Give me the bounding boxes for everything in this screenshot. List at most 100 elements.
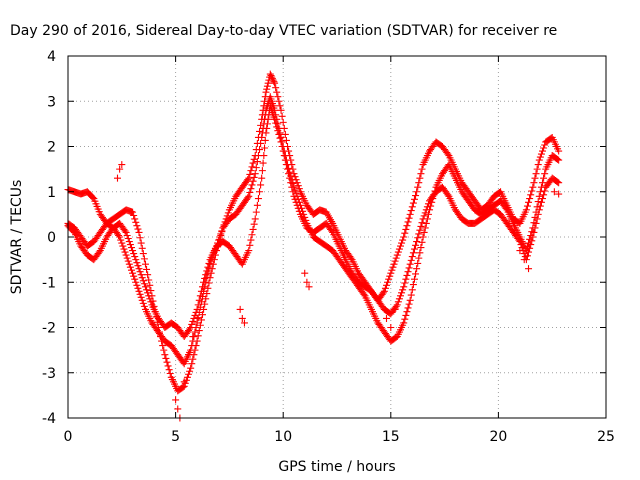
data-point bbox=[129, 247, 137, 255]
data-point bbox=[258, 167, 266, 175]
data-point bbox=[423, 203, 431, 211]
data-point bbox=[531, 224, 539, 232]
data-point bbox=[536, 202, 544, 210]
data-point bbox=[248, 181, 256, 189]
y-tick-label: -1 bbox=[42, 275, 56, 291]
data-point bbox=[139, 299, 147, 307]
x-tick-label: 25 bbox=[597, 429, 615, 445]
data-point bbox=[399, 236, 407, 244]
data-point bbox=[290, 192, 298, 200]
data-point bbox=[204, 263, 212, 271]
data-point bbox=[528, 187, 536, 195]
data-point bbox=[125, 238, 133, 246]
data-point bbox=[238, 314, 246, 322]
data-point bbox=[541, 170, 549, 178]
data-point bbox=[424, 210, 432, 218]
data-point bbox=[133, 259, 141, 267]
data-point bbox=[360, 290, 368, 298]
data-point bbox=[144, 271, 152, 279]
data-point bbox=[263, 120, 271, 128]
data-point bbox=[136, 234, 144, 242]
data-point bbox=[527, 241, 535, 249]
data-point bbox=[164, 362, 172, 370]
data-point bbox=[523, 202, 531, 210]
y-tick-label: 2 bbox=[47, 140, 56, 156]
data-point bbox=[281, 130, 289, 138]
data-point bbox=[202, 271, 210, 279]
chart-title: Day 290 of 2016, Sidereal Day-to-day VTE… bbox=[10, 23, 557, 39]
data-point bbox=[264, 115, 272, 123]
data-point bbox=[395, 245, 403, 253]
data-point bbox=[416, 249, 424, 257]
data-point bbox=[193, 314, 201, 322]
data-point bbox=[139, 277, 147, 285]
data-point bbox=[525, 265, 533, 273]
data-point bbox=[407, 207, 415, 215]
data-point bbox=[528, 237, 536, 245]
data-point bbox=[137, 271, 145, 279]
data-point bbox=[388, 266, 396, 274]
data-point bbox=[145, 292, 153, 300]
data-point bbox=[262, 88, 270, 96]
data-point bbox=[138, 274, 146, 282]
data-point bbox=[281, 156, 289, 164]
data-point bbox=[133, 222, 141, 230]
data-point bbox=[140, 255, 148, 263]
data-point bbox=[415, 230, 423, 238]
data-point bbox=[417, 222, 425, 230]
axis-ticks: 0 5 10 15 20 25 -4 -3 -2 -1 0 1 2 3 4 bbox=[42, 49, 615, 445]
data-point bbox=[284, 165, 292, 173]
data-point bbox=[516, 238, 524, 246]
data-point bbox=[126, 263, 134, 271]
data-point bbox=[402, 311, 410, 319]
data-point bbox=[218, 227, 226, 235]
data-point bbox=[127, 244, 135, 252]
data-point bbox=[224, 209, 232, 217]
data-point bbox=[137, 293, 145, 301]
data-point bbox=[247, 185, 255, 193]
data-point bbox=[393, 301, 401, 309]
data-point bbox=[271, 79, 279, 87]
data-point bbox=[179, 383, 187, 391]
data-point bbox=[419, 233, 427, 241]
data-point bbox=[136, 268, 144, 276]
data-point bbox=[384, 278, 392, 286]
y-tick-label: -4 bbox=[42, 411, 56, 427]
data-point bbox=[245, 192, 253, 200]
data-point bbox=[146, 281, 154, 289]
data-point bbox=[264, 79, 272, 87]
data-point bbox=[387, 269, 395, 277]
data-point bbox=[118, 161, 126, 169]
data-point bbox=[276, 102, 284, 110]
y-tick-label: 3 bbox=[47, 94, 56, 110]
data-point bbox=[278, 112, 286, 120]
data-point bbox=[245, 247, 253, 255]
data-point bbox=[130, 250, 138, 258]
data-point bbox=[263, 82, 271, 90]
data-point bbox=[266, 70, 274, 78]
data-point bbox=[161, 351, 169, 359]
data-point bbox=[381, 284, 389, 292]
data-point bbox=[287, 179, 295, 187]
data-point bbox=[525, 248, 533, 256]
data-point bbox=[205, 259, 213, 267]
data-point bbox=[292, 198, 300, 206]
data-point bbox=[295, 207, 303, 215]
data-point bbox=[274, 127, 282, 135]
data-point bbox=[305, 283, 313, 291]
data-point bbox=[389, 263, 397, 271]
data-point bbox=[262, 129, 270, 137]
data-point bbox=[418, 238, 426, 246]
data-point bbox=[187, 364, 195, 372]
data-point bbox=[408, 286, 416, 294]
data-point bbox=[117, 236, 125, 244]
data-point bbox=[408, 203, 416, 211]
x-axis-label: GPS time / hours bbox=[278, 459, 395, 475]
data-point bbox=[273, 123, 281, 131]
data-point bbox=[189, 317, 197, 325]
data-point bbox=[382, 314, 390, 322]
data-point bbox=[285, 170, 293, 178]
data-point bbox=[386, 272, 394, 280]
data-point bbox=[536, 188, 544, 196]
